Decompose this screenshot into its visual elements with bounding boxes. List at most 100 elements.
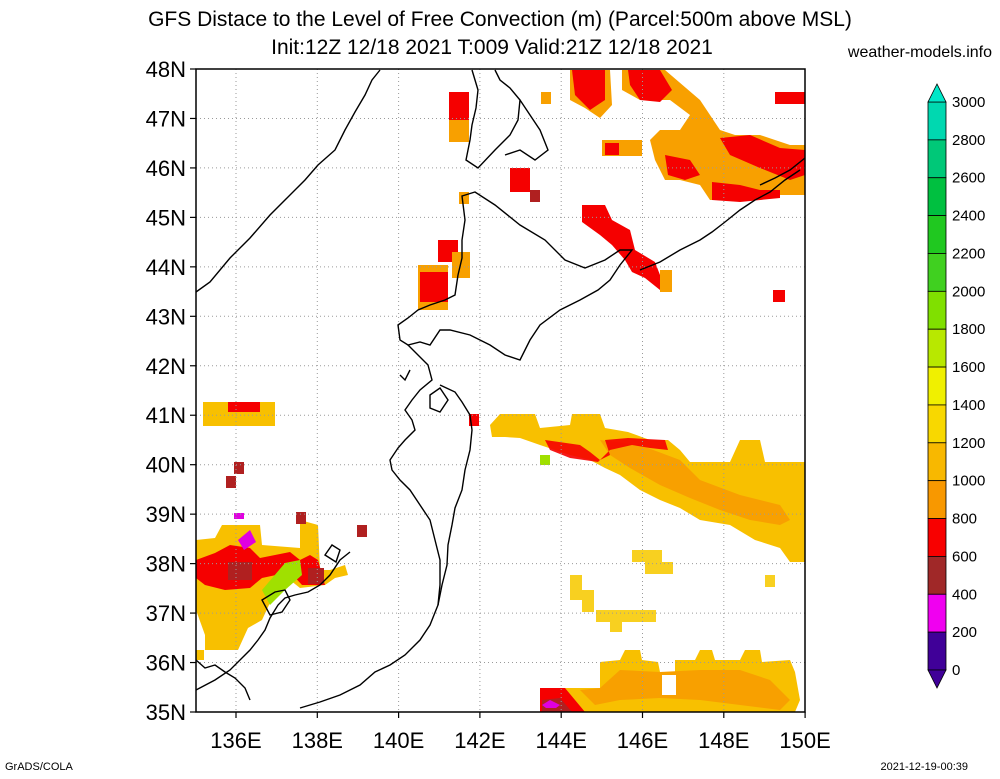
colorbar-label: 1000 <box>952 473 985 490</box>
colorbar-bottom-arrow <box>927 669 947 689</box>
lat-label: 48N <box>146 57 186 82</box>
coastlines <box>195 69 806 709</box>
field-patch-kuril <box>582 205 670 290</box>
field-patch-y6 <box>610 620 622 632</box>
field-patch-b2 <box>226 476 236 488</box>
honshu-east <box>437 384 473 606</box>
field-patch-y1 <box>632 550 662 562</box>
field-patch-small-green <box>540 455 550 465</box>
lon-label: 136E <box>210 728 261 753</box>
colorbar-swatch <box>927 215 947 254</box>
field-patch-south-white1 <box>662 675 676 695</box>
colorbar: 3000280026002400220020001800160014001200… <box>927 83 985 689</box>
field-patch-36n <box>196 650 204 660</box>
lat-label: 42N <box>146 354 186 379</box>
sakhalin-south <box>504 99 549 161</box>
colorbar-swatch <box>927 404 947 444</box>
field-patch-k2 <box>773 290 785 302</box>
map-grid <box>196 69 805 712</box>
map-frame <box>195 68 806 713</box>
lon-label: 150E <box>779 728 830 753</box>
lat-label: 45N <box>146 205 186 230</box>
honshu-coast <box>299 344 441 709</box>
field-patch-south-mag <box>542 700 560 708</box>
hokkaido-coast <box>397 191 634 361</box>
colorbar-swatch <box>927 328 947 368</box>
colorbar-label: 1600 <box>952 359 985 376</box>
field-patch-y7 <box>765 575 775 587</box>
field-patch-ne1r <box>572 70 605 110</box>
colorbar-swatch <box>927 442 947 482</box>
colorbar-label: 0 <box>952 662 960 679</box>
field-patch-n1b <box>449 120 469 142</box>
colorbar-label: 200 <box>952 624 977 641</box>
site-label: weather-models.info <box>847 44 992 61</box>
lat-label: 39N <box>146 502 186 527</box>
lat-label: 38N <box>146 552 186 577</box>
kuril-islands <box>639 169 801 271</box>
field-patch-south-orange <box>580 670 790 710</box>
colorbar-swatch <box>927 556 947 595</box>
footer-software: GrADS/COLA <box>5 761 73 773</box>
field-patch-b4 <box>357 525 367 537</box>
lon-label: 144E <box>536 728 587 753</box>
lon-label: 146E <box>617 728 668 753</box>
field-patch-pacific-red <box>545 438 668 462</box>
field-patch-y5 <box>596 610 656 622</box>
field-patch-ne7r <box>605 143 619 155</box>
sado-island <box>324 544 341 564</box>
colorbar-label: 600 <box>952 548 977 565</box>
field-patch-41n-red <box>228 402 260 412</box>
colorbar-swatch <box>927 177 947 217</box>
map-subtitle: Init:12Z 12/18 2021 T:009 Valid:21Z 12/1… <box>271 36 713 59</box>
field-patch-ne5r <box>712 182 780 202</box>
map-title: GFS Distace to the Level of Free Convect… <box>148 8 852 31</box>
field-patch-n4 <box>530 190 540 202</box>
colorbar-label: 2800 <box>952 132 985 149</box>
field-patch-y3 <box>570 575 582 600</box>
colorbar-swatch <box>927 518 947 557</box>
colorbar-swatch <box>927 139 947 179</box>
honshu-west <box>195 551 351 691</box>
colorbar-label: 2000 <box>952 283 985 300</box>
field-patch-brown-2 <box>308 568 324 584</box>
field-patch-b1 <box>234 462 244 474</box>
field-patch-y4 <box>582 590 594 612</box>
colorbar-top-arrow <box>927 83 947 103</box>
field-patch-ne6 <box>775 92 805 104</box>
colorbar-label: 1200 <box>952 435 985 452</box>
lat-label: 43N <box>146 304 186 329</box>
footer-timestamp: 2021-12-19-00:39 <box>880 761 968 773</box>
lat-label: 46N <box>146 156 186 181</box>
colorbar-label: 1400 <box>952 397 985 414</box>
field-patch-pacific-orange <box>600 440 790 525</box>
lon-label: 142E <box>454 728 505 753</box>
lat-label: 44N <box>146 255 186 280</box>
field-patch-magenta <box>238 530 256 550</box>
field-patch-n5 <box>459 192 469 204</box>
lat-label: 41N <box>146 403 186 428</box>
sakhalin-coast <box>465 69 521 169</box>
lat-label: 40N <box>146 453 186 478</box>
colorbar-swatch <box>927 593 947 633</box>
field-patch-b3 <box>296 512 306 524</box>
lon-label: 138E <box>292 728 343 753</box>
kamchatka-south <box>759 157 806 186</box>
oshima-coast <box>399 369 411 382</box>
mainland-coast <box>195 69 381 293</box>
field-patch-brown-1 <box>228 562 252 580</box>
field-patch-mag-2 <box>234 513 244 519</box>
colorbar-swatch <box>927 631 947 671</box>
colorbar-label: 2200 <box>952 245 985 262</box>
colorbar-swatch <box>927 253 947 292</box>
colorbar-swatch <box>927 101 947 141</box>
lat-label: 47N <box>146 106 186 131</box>
latitude-labels: 48N 47N 46N 45N 44N 43N 42N 41N 40N 39N 38N 37N 36N 3… <box>146 57 196 725</box>
colorbar-swatch <box>927 290 947 330</box>
lon-label: 140E <box>373 728 424 753</box>
field-patch-ne4r <box>665 155 700 180</box>
kyushu-bits <box>195 659 251 701</box>
colorbar-label: 800 <box>952 511 977 528</box>
lat-label: 37N <box>146 601 186 626</box>
